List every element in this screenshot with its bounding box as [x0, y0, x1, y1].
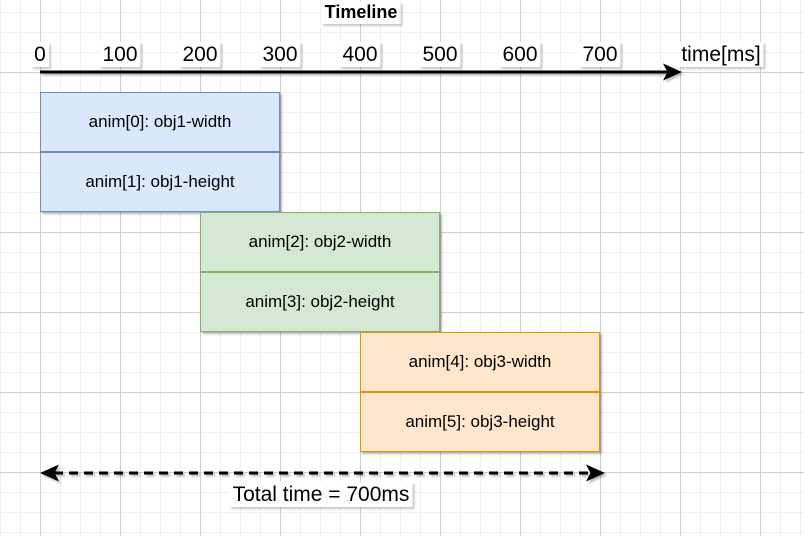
axis-tick-100: 100	[99, 42, 141, 68]
timeline-bar-anim1: anim[1]: obj1-height	[40, 152, 280, 212]
bar-label: anim[2]: obj2-width	[248, 232, 392, 251]
timeline-bar-anim0: anim[0]: obj1-width	[40, 92, 280, 152]
bar-label: anim[5]: obj3-height	[405, 412, 555, 431]
timeline-bar-anim2: anim[2]: obj2-width	[200, 212, 440, 272]
bar-label: anim[1]: obj1-height	[85, 172, 235, 191]
timeline-bar-anim4: anim[4]: obj3-width	[360, 332, 600, 392]
bar-label: anim[3]: obj2-height	[245, 292, 395, 311]
axis-tick-200: 200	[179, 42, 221, 68]
total-time-left-arrowhead-icon	[40, 464, 59, 482]
axis-tick-700: 700	[579, 42, 621, 68]
diagram-title: Timeline	[321, 2, 401, 24]
bar-label: anim[4]: obj3-width	[408, 352, 552, 371]
axis-unit-label: time[ms]	[678, 42, 764, 68]
axis-tick-400: 400	[339, 42, 381, 68]
axis-tick-600: 600	[499, 42, 541, 68]
bar-label: anim[0]: obj1-width	[88, 112, 232, 131]
axis-tick-300: 300	[259, 42, 301, 68]
axis-tick-0: 0	[31, 42, 49, 68]
total-time-label: Total time = 700ms	[229, 482, 413, 508]
timeline-bar-anim5: anim[5]: obj3-height	[360, 392, 600, 452]
total-time-right-arrowhead-icon	[586, 464, 605, 482]
time-axis-arrowhead-icon	[663, 63, 682, 81]
axis-tick-500: 500	[419, 42, 461, 68]
timeline-bar-anim3: anim[3]: obj2-height	[200, 272, 440, 332]
